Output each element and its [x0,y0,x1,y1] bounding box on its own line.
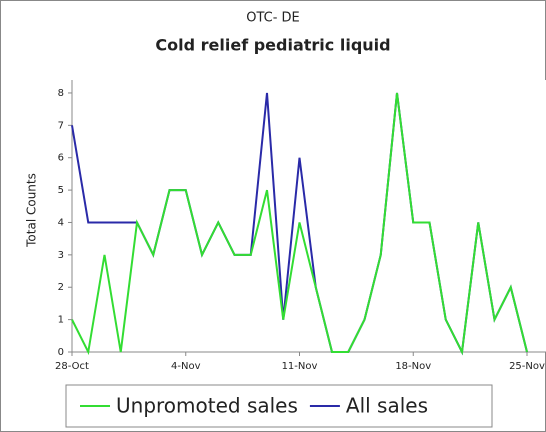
y-tick-label: 3 [58,250,64,261]
x-tick-label: 11-Nov [282,361,318,372]
y-tick-label: 0 [58,347,64,358]
y-axis-label: Total Counts [25,173,39,248]
y-tick-label: 5 [58,185,64,196]
y-tick-label: 1 [58,315,64,326]
y-tick-label: 8 [58,88,64,99]
legend-label: Unpromoted sales [116,394,298,418]
series-line [71,92,528,356]
plot-area [72,80,546,352]
chart-title: OTC- DE [246,11,300,26]
y-tick-label: 4 [58,217,64,228]
y-tick-label: 6 [58,153,64,164]
legend-label: All sales [346,394,428,418]
x-tick-label: 25-Nov [509,361,545,372]
chart-subtitle: Cold relief pediatric liquid [155,36,390,55]
x-tick-label: 18-Nov [395,361,431,372]
x-tick-label: 4-Nov [171,361,201,372]
x-tick-label: 28-Oct [55,361,89,372]
y-tick-label: 2 [58,282,64,293]
legend [65,384,493,428]
y-tick-label: 7 [58,120,64,131]
